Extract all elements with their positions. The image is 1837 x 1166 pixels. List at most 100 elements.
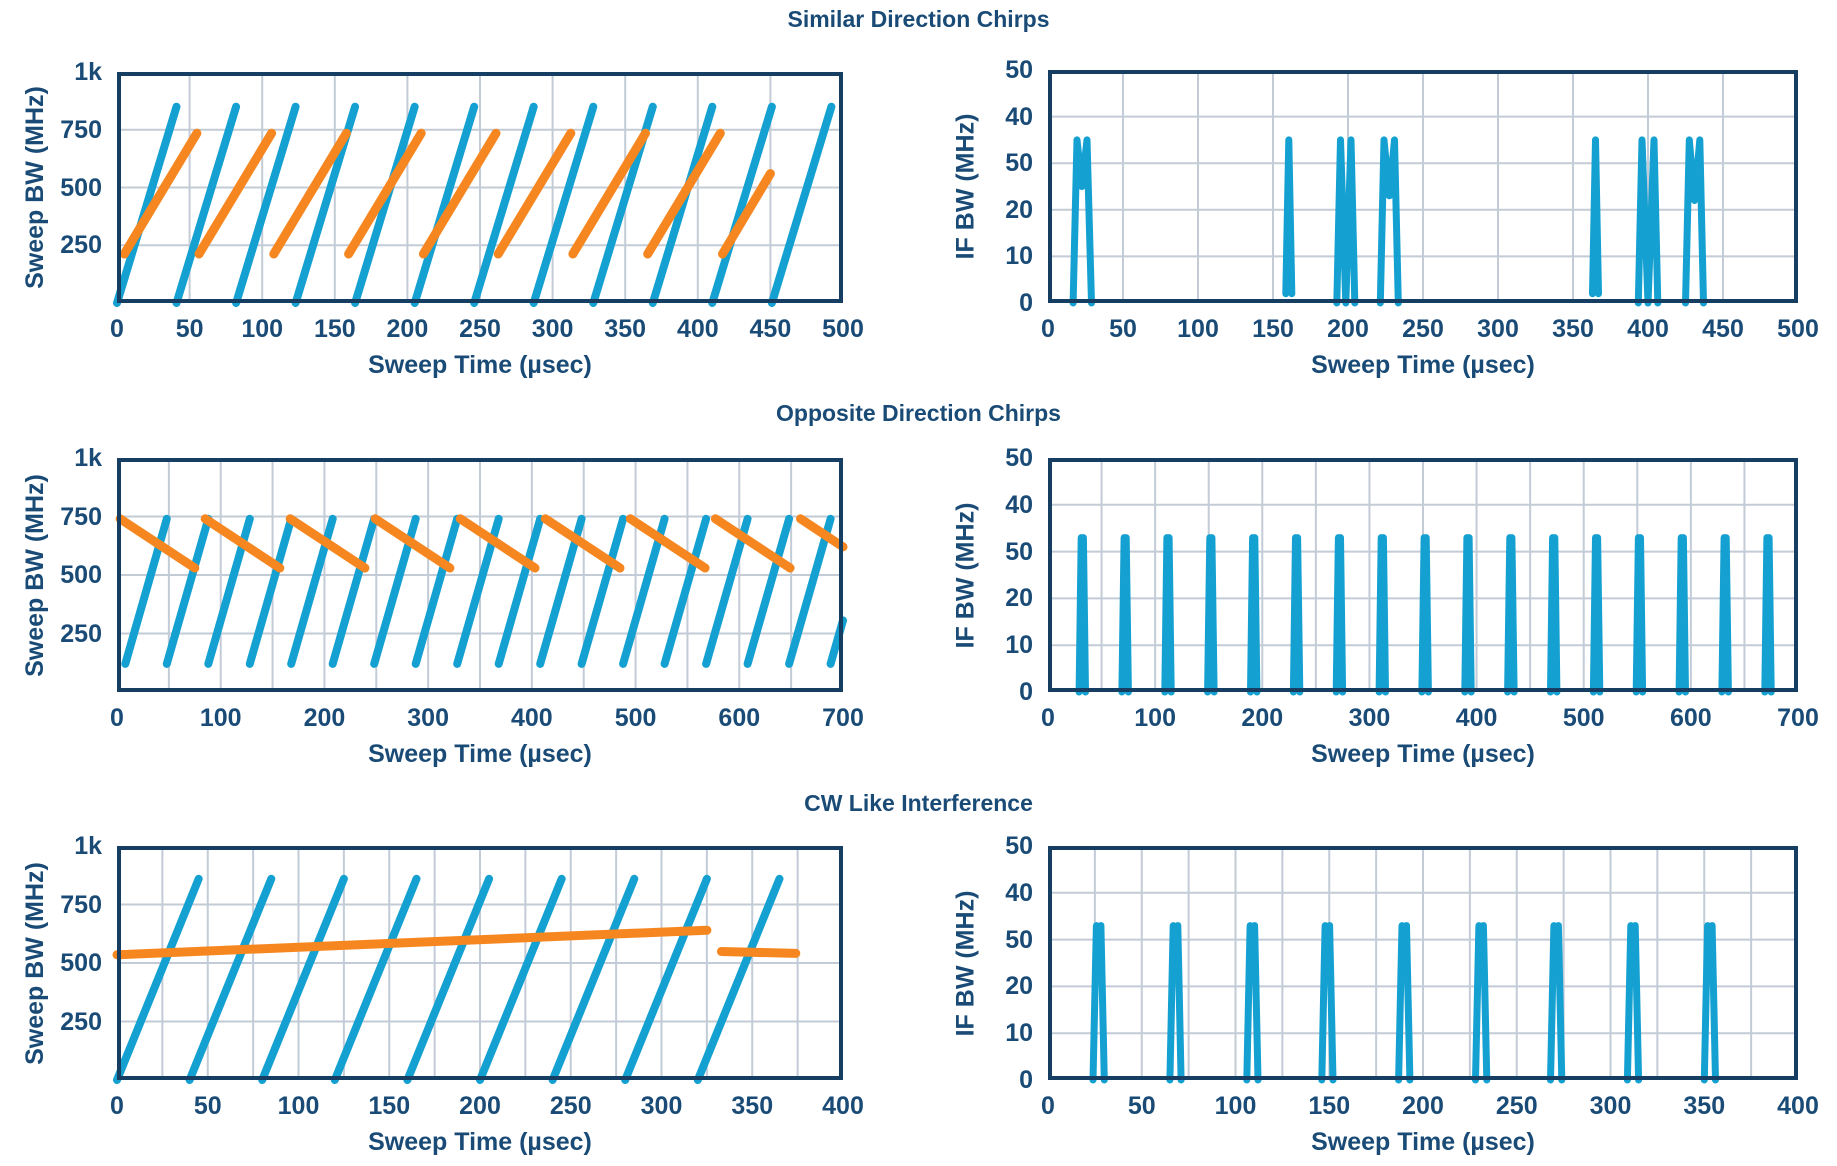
victim-radar-chirps	[785, 514, 835, 668]
interferer-chirps	[344, 128, 426, 259]
interferer-chirps	[643, 128, 725, 259]
plot-canvas	[112, 846, 843, 1084]
x-tick-label: 50	[1109, 315, 1137, 343]
if-interference-bursts	[1282, 136, 1296, 298]
x-axis-title: Sweep Time (µsec)	[1311, 740, 1535, 768]
victim-radar-chirps	[172, 102, 241, 307]
interferer-chirps	[194, 128, 277, 259]
x-tick-label: 200	[1241, 704, 1284, 732]
y-axis-title: IF BW (MHz)	[948, 458, 984, 692]
chart-cw-like-ifbw: IF BW (MHz) Sweep Time (µsec) 0 50 100 150 2…	[952, 832, 1819, 1156]
x-tick-label: 50	[175, 315, 204, 343]
x-tick-label: 350	[1552, 315, 1594, 343]
victim-radar-chirps	[529, 102, 598, 307]
y-axis-title-text: IF BW (MHz)	[951, 502, 980, 648]
victim-radar-chirps	[621, 874, 711, 1084]
x-tick-label: 100	[1214, 1092, 1257, 1120]
x-tick-label: 50	[1127, 1092, 1156, 1120]
victim-radar-chirps	[232, 102, 300, 307]
plot-frame	[1048, 846, 1798, 1080]
interferer-chirps	[119, 128, 202, 259]
x-tick-label: 500	[1777, 315, 1819, 343]
y-tick-label: 750	[60, 502, 102, 531]
x-tick-label: 0	[110, 315, 124, 343]
y-axis-title: Sweep BW (MHz)	[17, 458, 53, 692]
victim-radar-chirps	[648, 102, 717, 307]
victim-radar-chirps	[258, 874, 348, 1084]
x-tick-label: 700	[822, 704, 864, 732]
y-tick-label: 750	[60, 890, 102, 919]
row-title-similar-direction: Similar Direction Chirps	[787, 6, 1050, 32]
x-axis-title: Sweep Time (µsec)	[368, 1128, 592, 1156]
interferer-chirps	[455, 514, 540, 573]
x-axis-title: Sweep Time (µsec)	[1311, 351, 1535, 379]
y-tick-label: 250	[60, 619, 102, 648]
y-tick-label: 1k	[74, 58, 102, 86]
interferer-chirps	[115, 514, 200, 573]
if-interference-bursts	[1682, 136, 1707, 307]
x-tick-label: 700	[1777, 704, 1819, 732]
victim-radar-chirps	[411, 514, 462, 668]
x-tick-label: 400	[1777, 1092, 1819, 1120]
if-interference-bursts	[1504, 534, 1518, 696]
if-interference-bursts	[1376, 136, 1402, 307]
if-interference-bursts	[1700, 922, 1719, 1084]
if-interference-bursts	[1247, 534, 1261, 696]
victim-radar-chirps	[328, 514, 379, 668]
interferer-chirps	[493, 128, 576, 259]
victim-radar-chirps	[113, 102, 181, 307]
x-tick-label: 250	[1402, 315, 1444, 343]
victim-radar-chirps	[476, 874, 566, 1084]
y-axis-title-text: Sweep BW (MHz)	[20, 473, 49, 677]
x-tick-label: 500	[822, 315, 864, 343]
if-interference-bursts	[1069, 136, 1095, 307]
x-tick-label: 200	[459, 1092, 501, 1120]
if-interference-bursts	[1204, 534, 1218, 696]
x-tick-label: 100	[241, 315, 284, 343]
x-tick-label: 400	[1627, 315, 1669, 343]
y-axis-title-text: Sweep BW (MHz)	[20, 86, 49, 289]
y-tick-label: 20	[1005, 195, 1033, 224]
victim-radar-chirps	[548, 874, 639, 1084]
y-axis-title: IF BW (MHz)	[948, 70, 984, 303]
y-tick-label: 20	[1005, 972, 1033, 1001]
if-interference-bursts	[1472, 922, 1491, 1084]
if-interference-bursts	[1589, 534, 1604, 696]
x-tick-label: 450	[1702, 315, 1744, 343]
if-interference-bursts	[1547, 534, 1561, 696]
y-tick-label: 0	[1019, 678, 1033, 706]
x-tick-label: 400	[676, 315, 719, 343]
x-tick-label: 350	[731, 1092, 774, 1120]
cw-interferer	[716, 947, 801, 958]
if-interference-bursts	[1166, 922, 1185, 1084]
y-tick-label: 50	[1005, 537, 1033, 566]
victim-radar-chirps	[693, 874, 784, 1084]
x-tick-label: 200	[303, 704, 346, 732]
y-axis-title-text: IF BW (MHz)	[951, 890, 980, 1036]
y-tick-label: 10	[1005, 631, 1033, 660]
plot-frame	[117, 458, 843, 692]
victim-radar-chirps	[743, 514, 794, 668]
x-tick-label: 0	[1041, 704, 1055, 732]
if-interference-bursts	[1075, 534, 1089, 696]
x-tick-label: 600	[718, 704, 761, 732]
victim-radar-chirps	[577, 514, 628, 668]
plot-canvas	[1048, 846, 1798, 1084]
x-axis-title: Sweep Time (µsec)	[368, 740, 592, 768]
y-tick-label: 40	[1005, 102, 1033, 131]
x-tick-label: 200	[1327, 315, 1369, 343]
plot-frame	[117, 846, 843, 1080]
x-tick-label: 500	[1562, 704, 1605, 732]
plot-canvas	[115, 458, 848, 692]
x-tick-label: 400	[822, 1092, 864, 1120]
y-tick-label: 250	[60, 1007, 102, 1036]
y-tick-label: 500	[60, 561, 102, 589]
y-axis-title-text: Sweep BW (MHz)	[20, 861, 49, 1065]
y-tick-label: 250	[60, 231, 102, 260]
y-tick-label: 10	[1005, 1019, 1033, 1048]
y-axis-title-text: IF BW (MHz)	[951, 113, 980, 260]
interferer-chirps	[200, 514, 285, 573]
x-tick-label: 400	[510, 704, 553, 732]
x-tick-label: 200	[1402, 1092, 1444, 1120]
y-tick-label: 50	[1005, 56, 1033, 84]
